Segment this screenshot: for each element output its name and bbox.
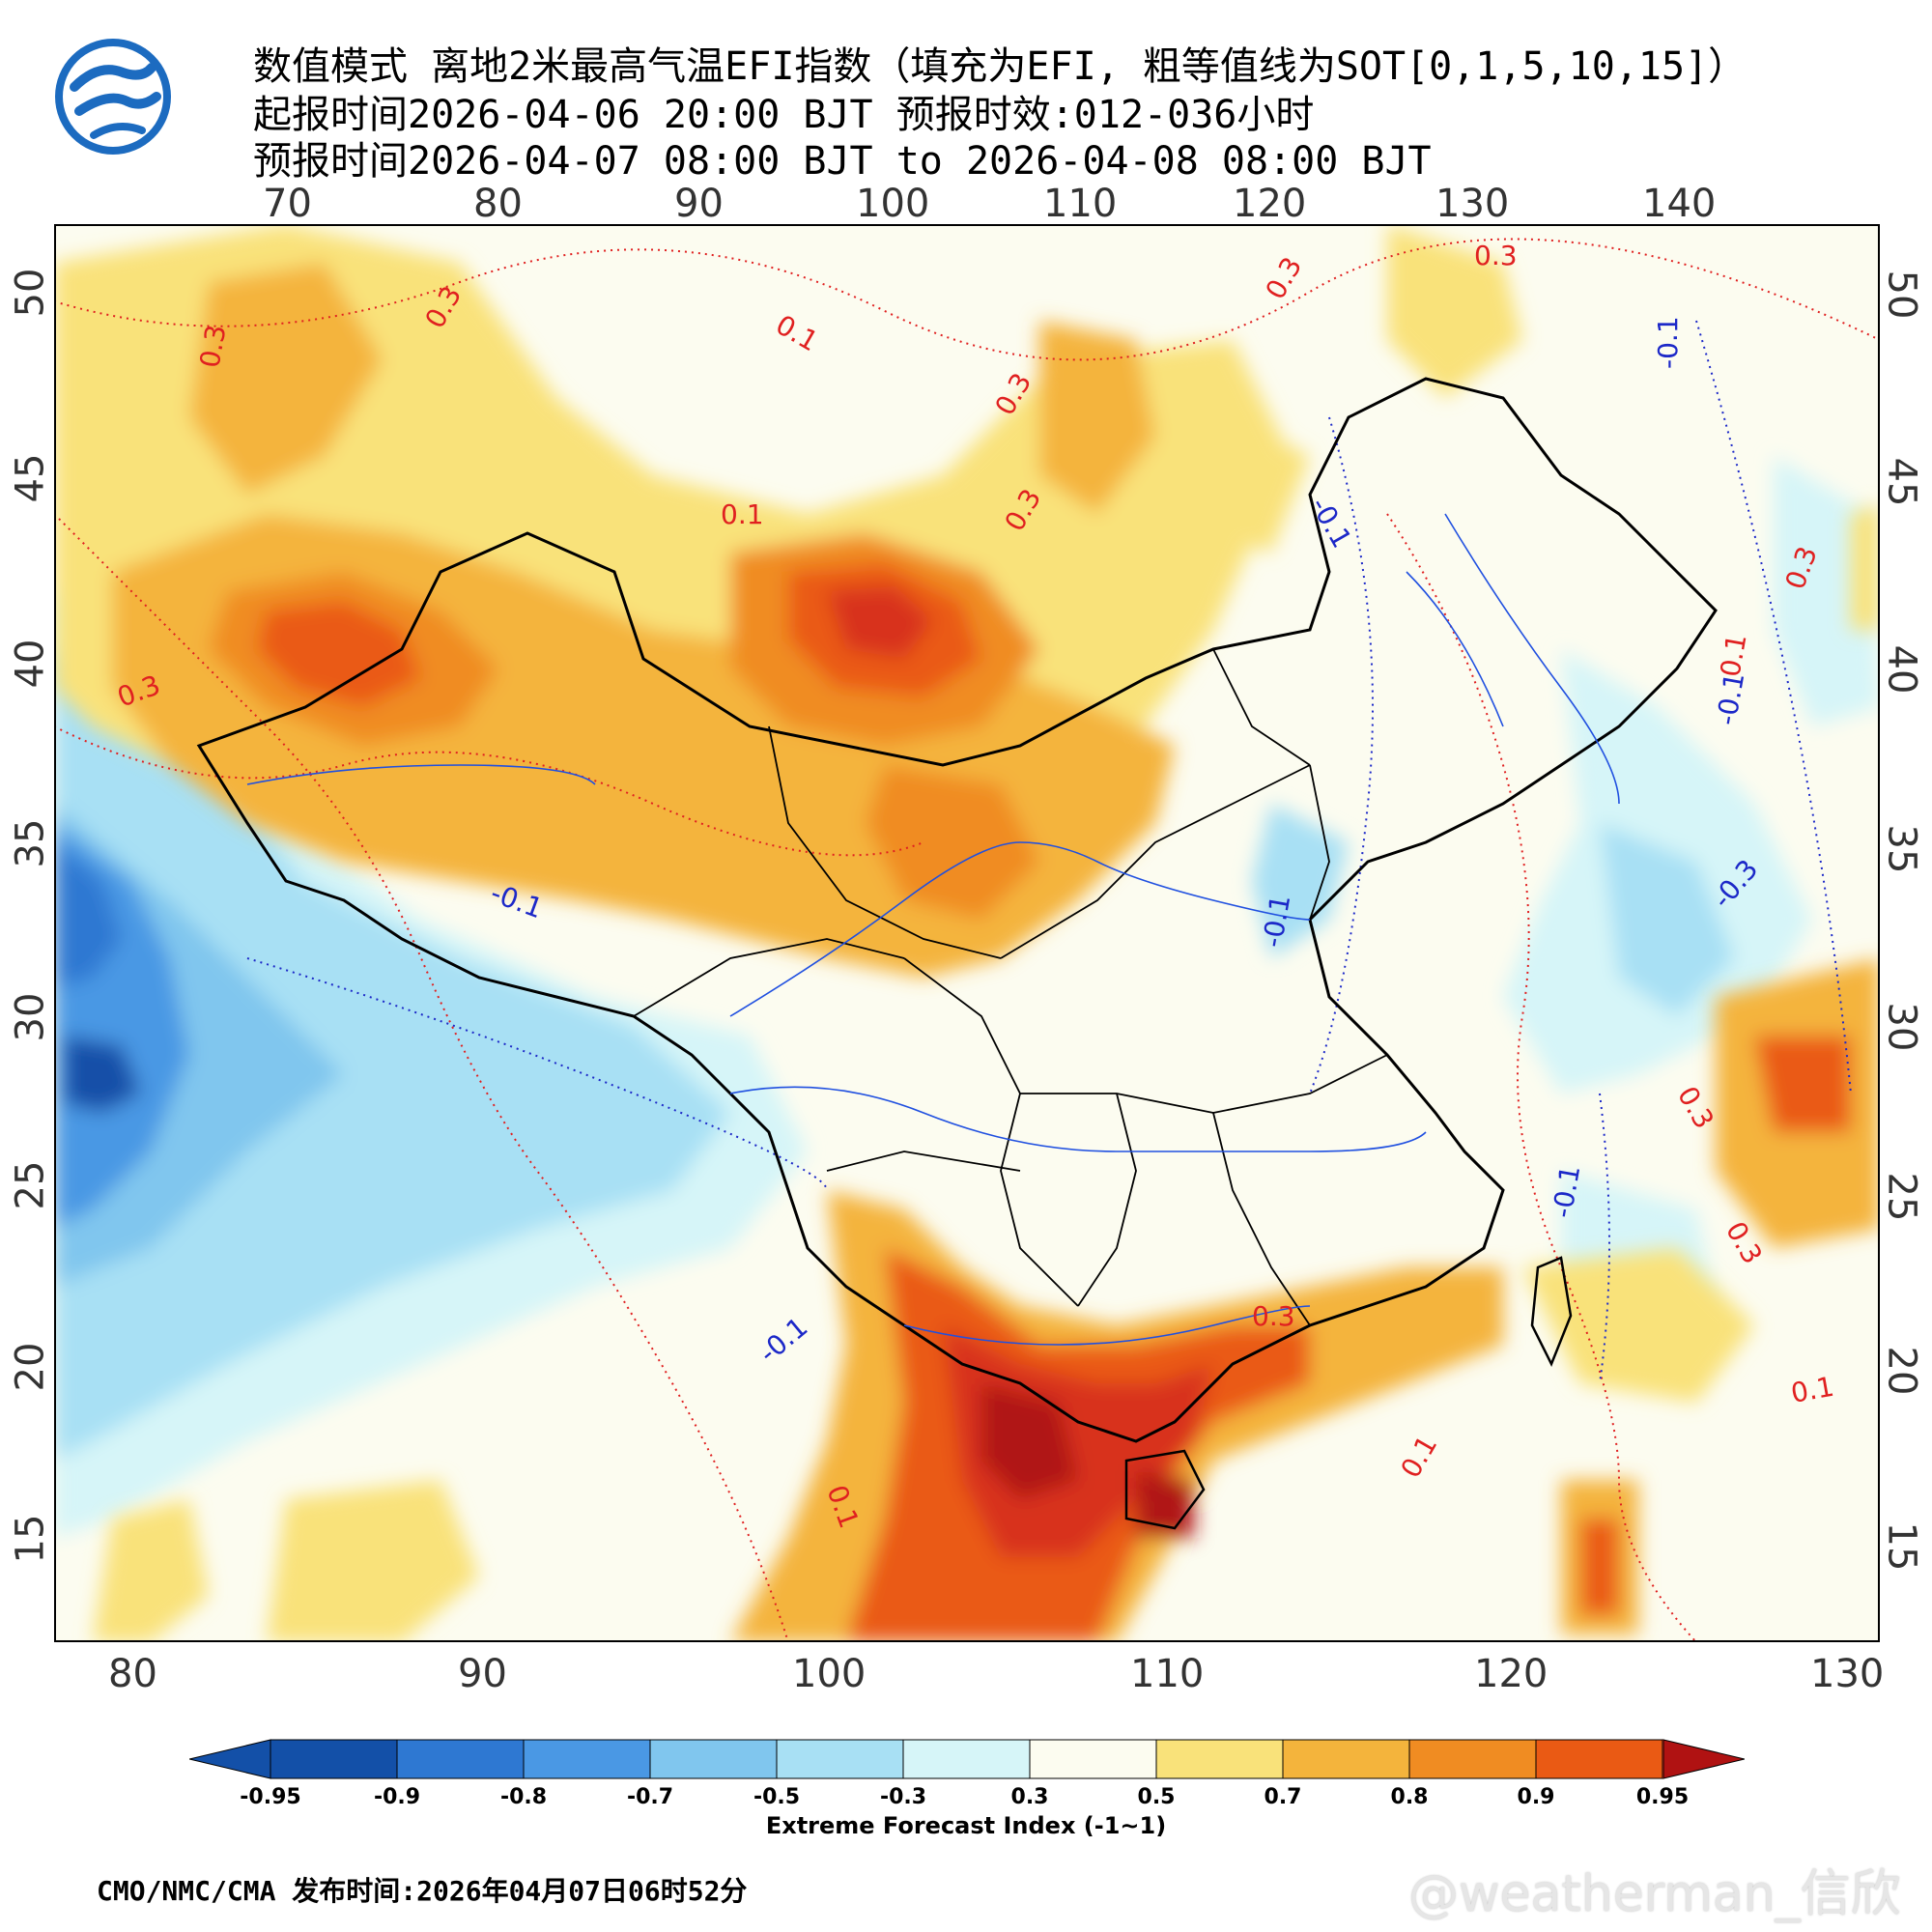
- lat-tick-right: 45: [1879, 457, 1924, 507]
- colorbar-label: 0.9: [1517, 1785, 1555, 1809]
- colorbar-label: -0.9: [373, 1785, 421, 1809]
- lon-tick-bottom: 100: [792, 1652, 867, 1696]
- lon-tick-top: 140: [1642, 182, 1717, 226]
- lat-tick-right: 25: [1879, 1172, 1924, 1222]
- contour-label: 0.1: [721, 498, 764, 530]
- lon-tick-top: 110: [1043, 182, 1118, 226]
- province-borders: [633, 648, 1388, 1326]
- colorbar-label: -0.95: [240, 1785, 301, 1809]
- colorbar-right-arrow: [1662, 1739, 1745, 1779]
- lat-tick-left: 50: [8, 268, 53, 318]
- colorbar-segment: [776, 1739, 904, 1779]
- colorbar-segment: [649, 1739, 778, 1779]
- lat-tick-right: 40: [1879, 644, 1924, 695]
- lat-tick-right: 20: [1879, 1346, 1924, 1396]
- colorbar-label: 0.95: [1635, 1785, 1690, 1809]
- colorbar-left-arrow: [189, 1739, 271, 1779]
- map-title-line3: 预报时间2026-04-07 08:00 BJT to 2026-04-08 0…: [253, 139, 1432, 184]
- positive-efi-fill: [54, 224, 1880, 1642]
- colorbar-label: -0.5: [753, 1785, 801, 1809]
- colorbar-segment: [1155, 1739, 1284, 1779]
- lon-tick-top: 80: [473, 182, 523, 226]
- colorbar-title: Extreme Forecast Index (-1~1): [765, 1812, 1167, 1839]
- lon-tick-top: 130: [1435, 182, 1510, 226]
- colorbar-segment: [1408, 1739, 1537, 1779]
- lon-tick-top: 90: [674, 182, 724, 226]
- lat-tick-left: 25: [8, 1160, 53, 1210]
- efi-map: 0.3 0.3 0.1 0.1 0.3 0.3 0.3 0.3 0.3 0.1 …: [54, 224, 1880, 1642]
- issue-time-footer: CMO/NMC/CMA 发布时间:2026年04月07日06时52分: [97, 1875, 748, 1907]
- negative-efi-fill: [54, 456, 1880, 1538]
- lat-tick-right: 30: [1879, 1002, 1924, 1052]
- colorbar-label: 0.3: [1010, 1785, 1049, 1809]
- colorbar-segment: [1535, 1739, 1663, 1779]
- contour-label: -0.1: [1652, 316, 1684, 369]
- rivers: [246, 513, 1620, 1346]
- lat-tick-left: 20: [8, 1342, 53, 1392]
- colorbar-label: 0.8: [1390, 1785, 1429, 1809]
- lat-tick-right: 35: [1879, 824, 1924, 874]
- lat-tick-left: 35: [8, 818, 53, 868]
- contour-label: 0.3: [1474, 240, 1518, 271]
- contour-label: 0.1: [1714, 632, 1752, 680]
- colorbar-segment: [523, 1739, 651, 1779]
- contour-label: 0.3: [193, 323, 232, 371]
- taiwan-outline: [1530, 1256, 1573, 1368]
- lat-tick-right: 15: [1879, 1521, 1924, 1572]
- colorbar-label: 0.5: [1137, 1785, 1176, 1809]
- colorbar-label: -0.8: [499, 1785, 548, 1809]
- china-border: [196, 377, 1718, 1443]
- lon-tick-top: 100: [856, 182, 930, 226]
- lon-tick-top: 70: [263, 182, 312, 226]
- colorbar-segment: [1282, 1739, 1410, 1779]
- contour-label: 0.3: [1252, 1300, 1295, 1332]
- colorbar-label: -0.3: [879, 1785, 927, 1809]
- cma-logo-icon: [55, 39, 171, 155]
- colorbar-label: 0.7: [1264, 1785, 1302, 1809]
- colorbar-label: -0.7: [626, 1785, 674, 1809]
- lon-tick-bottom: 90: [458, 1652, 507, 1696]
- contour-label: 0.1: [1788, 1371, 1836, 1409]
- efi-colorbar: [189, 1739, 1745, 1779]
- weibo-watermark: @weatherman_信欣: [1408, 1865, 1901, 1923]
- lat-tick-left: 30: [8, 992, 53, 1042]
- map-title-line1: 数值模式 离地2米最高气温EFI指数（填充为EFI, 粗等值线为SOT[0,1,…: [253, 44, 1747, 89]
- colorbar-segment: [270, 1739, 398, 1779]
- lon-tick-top: 120: [1233, 182, 1307, 226]
- hainan-outline: [1124, 1449, 1206, 1530]
- colorbar-segment: [396, 1739, 525, 1779]
- lat-tick-right: 50: [1879, 270, 1924, 320]
- dotted-contours: [54, 238, 1880, 1642]
- lon-tick-bottom: 80: [108, 1652, 157, 1696]
- lon-tick-bottom: 130: [1810, 1652, 1885, 1696]
- lon-tick-bottom: 120: [1474, 1652, 1548, 1696]
- map-title-line2: 起报时间2026-04-06 20:00 BJT 预报时效:012-036小时: [253, 93, 1315, 137]
- colorbar-segment: [902, 1739, 1031, 1779]
- lat-tick-left: 15: [8, 1514, 53, 1564]
- lat-tick-left: 45: [8, 453, 53, 503]
- lon-tick-bottom: 110: [1130, 1652, 1205, 1696]
- lat-tick-left: 40: [8, 639, 53, 689]
- colorbar-segment: [1029, 1739, 1157, 1779]
